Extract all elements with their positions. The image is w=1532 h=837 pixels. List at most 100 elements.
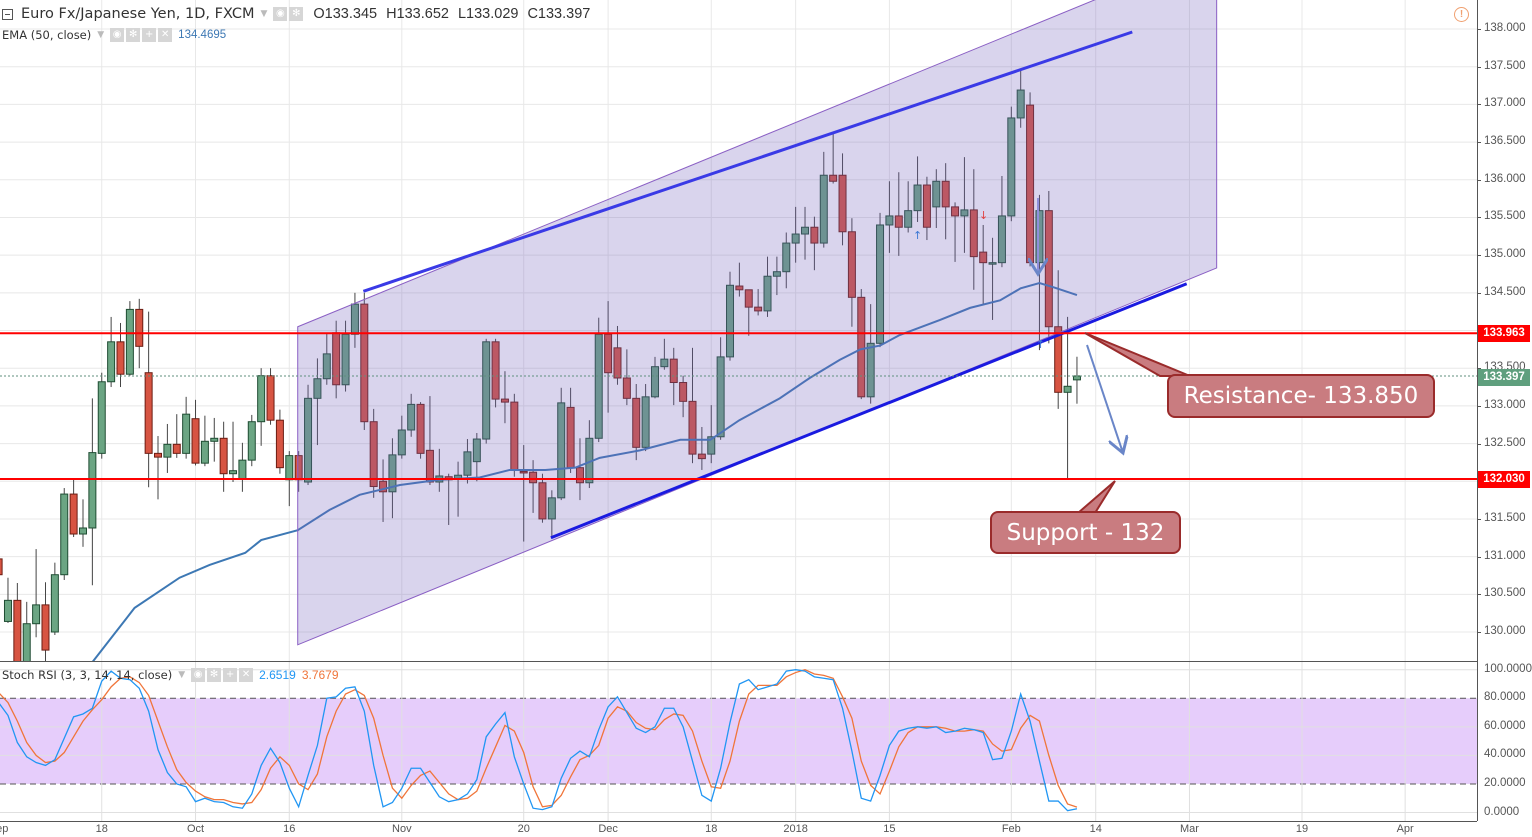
candle-up[interactable] — [482, 338, 491, 444]
candle-up[interactable] — [32, 549, 41, 638]
candle-up[interactable] — [397, 415, 406, 459]
candle-down[interactable] — [41, 582, 50, 661]
chevron-down-icon[interactable]: ▼ — [178, 670, 186, 680]
candle-up[interactable] — [107, 316, 116, 388]
resistance-callout[interactable]: Resistance- 133.850 — [1167, 374, 1435, 418]
support-callout[interactable]: Support - 132 — [990, 511, 1181, 554]
candle-up[interactable] — [407, 393, 416, 437]
candle-up[interactable] — [1072, 356, 1081, 404]
candle-up[interactable] — [247, 414, 256, 467]
candle-down[interactable] — [679, 375, 688, 418]
gear-icon[interactable]: ✻ — [289, 7, 304, 21]
parallel-channel[interactable] — [297, 0, 1218, 646]
candle-up[interactable] — [472, 433, 481, 482]
candle-down[interactable] — [275, 409, 284, 474]
candle-down[interactable] — [575, 438, 584, 501]
candle-down[interactable] — [688, 347, 697, 464]
candle-down[interactable] — [754, 289, 763, 316]
candle-down[interactable] — [810, 216, 819, 271]
candle-down[interactable] — [941, 163, 950, 240]
candle-up[interactable] — [660, 338, 669, 370]
candle-up[interactable] — [88, 398, 97, 586]
candle-up[interactable] — [3, 577, 12, 623]
gear-icon[interactable]: ✻ — [126, 28, 141, 42]
eye-icon[interactable]: ◉ — [273, 7, 288, 21]
candle-down[interactable] — [172, 414, 181, 458]
candle-down[interactable] — [154, 436, 163, 500]
collapse-icon[interactable] — [2, 8, 13, 20]
candle-down[interactable] — [369, 408, 378, 498]
candle-down[interactable] — [632, 384, 641, 461]
candle-up[interactable] — [876, 212, 885, 348]
candle-down[interactable] — [529, 460, 538, 513]
candle-up[interactable] — [229, 421, 238, 483]
candle-up[interactable] — [707, 405, 716, 464]
candle-down[interactable] — [1054, 270, 1063, 409]
candle-down[interactable] — [491, 338, 500, 408]
candle-down[interactable] — [519, 445, 528, 542]
ema-line[interactable] — [91, 281, 1078, 661]
candle-down[interactable] — [669, 347, 678, 406]
gear-icon[interactable]: ✻ — [207, 668, 222, 682]
candle-up[interactable] — [463, 439, 472, 484]
candle-up[interactable] — [866, 304, 875, 404]
candle-up[interactable] — [125, 301, 134, 376]
candle-up[interactable] — [557, 387, 566, 501]
candle-up[interactable] — [78, 499, 87, 547]
close-icon[interactable]: ✕ — [239, 668, 254, 682]
lower-trendline[interactable] — [550, 282, 1188, 540]
plus-icon[interactable]: + — [142, 28, 157, 42]
candle-down[interactable] — [622, 349, 631, 406]
candle-up[interactable] — [913, 156, 922, 222]
stoch-label[interactable]: Stoch RSI (3, 3, 14, 14, close) — [2, 668, 173, 682]
candle-up[interactable] — [200, 415, 209, 467]
ema-label[interactable]: EMA (50, close) — [2, 28, 92, 42]
close-icon[interactable]: ✕ — [158, 28, 173, 42]
candle-down[interactable] — [979, 224, 988, 305]
candle-down[interactable] — [144, 311, 153, 488]
candle-down[interactable] — [416, 402, 425, 459]
upper-trendline[interactable] — [362, 30, 1133, 293]
candle-down[interactable] — [360, 292, 369, 430]
candle-up[interactable] — [726, 271, 735, 361]
candle-down[interactable] — [538, 473, 547, 523]
candle-up[interactable] — [1016, 69, 1025, 128]
candle-down[interactable] — [847, 218, 856, 327]
candle-up[interactable] — [60, 488, 69, 580]
candle-up[interactable] — [650, 356, 659, 399]
candle-down[interactable] — [735, 262, 744, 297]
candle-down[interactable] — [951, 202, 960, 262]
candle-down[interactable] — [969, 169, 978, 290]
candle-up[interactable] — [163, 423, 172, 473]
plus-icon[interactable]: + — [223, 668, 238, 682]
candle-down[interactable] — [922, 176, 931, 241]
candle-down[interactable] — [829, 133, 838, 184]
candle-up[interactable] — [801, 206, 810, 260]
candle-down[interactable] — [379, 459, 388, 522]
candle-up[interactable] — [22, 601, 31, 661]
candle-down[interactable] — [894, 172, 903, 256]
candle-up[interactable] — [322, 332, 331, 385]
price-chart-pane[interactable]: ↓ ↑ ↑ — [0, 0, 1477, 661]
candle-down[interactable] — [500, 371, 509, 424]
candle-up[interactable] — [238, 442, 247, 492]
candle-down[interactable] — [613, 325, 622, 385]
candle-down[interactable] — [219, 421, 228, 492]
candle-up[interactable] — [763, 256, 772, 317]
candle-up[interactable] — [885, 181, 894, 253]
candle-up[interactable] — [791, 206, 800, 263]
candle-up[interactable] — [313, 358, 322, 446]
candle-up[interactable] — [547, 490, 556, 538]
chevron-down-icon[interactable]: ▼ — [97, 30, 105, 40]
candle-up[interactable] — [1063, 316, 1072, 479]
candle-down[interactable] — [13, 583, 22, 661]
chevron-down-icon[interactable]: ▼ — [260, 9, 268, 19]
warning-icon[interactable]: ! — [1454, 7, 1469, 22]
candle-up[interactable] — [716, 337, 725, 440]
candle-down[interactable] — [266, 368, 275, 425]
candle-up[interactable] — [304, 384, 313, 486]
candle-down[interactable] — [857, 289, 866, 400]
stoch-rsi-pane[interactable] — [0, 661, 1477, 821]
candle-up[interactable] — [904, 181, 913, 233]
candle-up[interactable] — [97, 372, 106, 459]
